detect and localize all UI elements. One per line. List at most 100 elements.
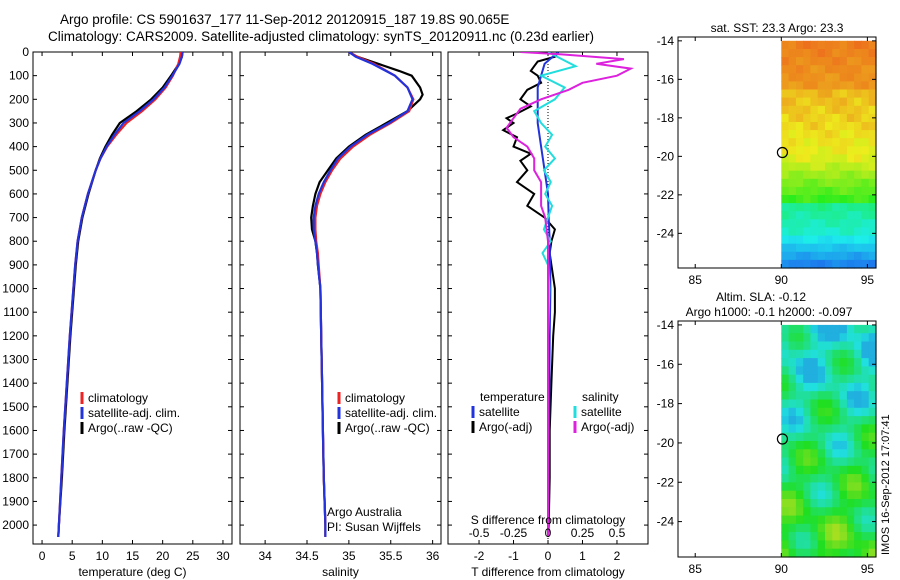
map-cell — [810, 499, 819, 508]
map-cell — [781, 366, 790, 376]
salinity-frame — [239, 51, 442, 545]
salinity-legend-label-0: climatology — [345, 391, 405, 405]
map-cell — [803, 407, 812, 417]
map-cell — [832, 40, 841, 50]
map-cell — [810, 391, 819, 401]
map-cell — [854, 162, 862, 172]
map-cell — [839, 333, 848, 343]
map-cell — [810, 532, 819, 541]
map-cell — [810, 211, 819, 220]
map-cell — [839, 170, 848, 180]
map-cell — [795, 154, 804, 164]
map-cell — [781, 324, 790, 334]
depth-tick-label: 1400 — [2, 376, 29, 390]
map-cell — [825, 333, 833, 343]
map-cell — [854, 146, 862, 155]
map-cell — [868, 358, 877, 367]
map-cell — [832, 490, 841, 500]
map-cell — [825, 482, 833, 492]
map-cell — [868, 203, 877, 212]
map-cell — [868, 146, 877, 155]
map-cell — [817, 523, 826, 533]
map-cell — [846, 162, 855, 172]
map-cell — [825, 113, 833, 123]
map-cell — [781, 219, 790, 228]
sla_map-lat-label: -16 — [657, 357, 675, 371]
map-cell — [825, 349, 833, 359]
map-cell — [839, 203, 848, 212]
map-cell — [832, 358, 841, 367]
map-cell — [846, 515, 855, 525]
map-cell — [803, 507, 812, 517]
map-cell — [788, 259, 797, 269]
map-cell — [832, 532, 841, 541]
depth-tick-label: 1300 — [2, 353, 29, 367]
map-cell — [781, 146, 790, 155]
map-cell — [839, 154, 848, 164]
map-cell — [854, 65, 862, 74]
map-cell — [825, 424, 833, 434]
salinity-series-line-2 — [312, 52, 414, 537]
map-cell — [839, 57, 848, 66]
map-cell — [788, 532, 797, 541]
map-cell — [868, 490, 877, 500]
map-cell — [810, 432, 819, 442]
map-cell — [810, 40, 819, 50]
map-cell — [781, 532, 790, 541]
depth-tick-label: 1900 — [2, 494, 29, 508]
map-cell — [854, 186, 862, 196]
map-cell — [868, 235, 877, 245]
map-cell — [832, 465, 841, 475]
map-cell — [788, 105, 797, 115]
sst_map-lon-label: 85 — [689, 273, 703, 287]
temperature-series-line-0 — [57, 52, 184, 537]
map-cell — [846, 227, 855, 237]
map-cell — [795, 130, 804, 139]
map-cell — [839, 138, 848, 147]
map-cell — [810, 540, 819, 550]
map-cell — [810, 382, 819, 392]
map-cell — [781, 507, 790, 517]
map-cell — [795, 40, 804, 50]
map-cell — [817, 416, 826, 425]
map-cell — [832, 203, 841, 212]
map-cell — [839, 382, 848, 392]
map-cell — [788, 130, 797, 139]
map-cell — [825, 523, 833, 533]
map-cell — [781, 81, 790, 91]
map-cell — [795, 333, 804, 343]
map-cell — [825, 40, 833, 50]
map-cell — [781, 374, 790, 384]
map-cell — [825, 251, 833, 261]
map-cell — [846, 105, 855, 115]
map-cell — [868, 251, 877, 261]
map-cell — [781, 89, 790, 99]
map-cell — [846, 382, 855, 392]
map-cell — [832, 195, 841, 204]
map-cell — [868, 407, 877, 417]
map-cell — [803, 399, 812, 409]
depth-tick-label: 1600 — [2, 423, 29, 437]
map-cell — [832, 349, 841, 359]
map-cell — [839, 490, 848, 500]
map-cell — [825, 507, 833, 517]
map-cell — [803, 243, 812, 253]
map-cell — [832, 523, 841, 533]
map-cell — [839, 507, 848, 517]
map-cell — [803, 424, 812, 434]
map-cell — [781, 178, 790, 188]
map-cell — [832, 333, 841, 343]
map-cell — [825, 532, 833, 541]
map-cell — [846, 407, 855, 417]
sst_map-lat-label: -22 — [657, 188, 675, 202]
map-cell — [825, 457, 833, 467]
map-cell — [788, 138, 797, 147]
map-cell — [861, 97, 870, 107]
map-cell — [846, 482, 855, 492]
map-cell — [825, 243, 833, 253]
map-cell — [788, 65, 797, 74]
map-cell — [803, 441, 812, 450]
map-cell — [854, 507, 862, 517]
map-cell — [817, 499, 826, 508]
map-cell — [803, 358, 812, 367]
